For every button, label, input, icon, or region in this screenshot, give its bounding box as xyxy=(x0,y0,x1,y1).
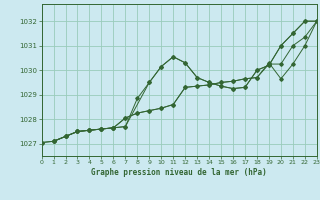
X-axis label: Graphe pression niveau de la mer (hPa): Graphe pression niveau de la mer (hPa) xyxy=(91,168,267,177)
